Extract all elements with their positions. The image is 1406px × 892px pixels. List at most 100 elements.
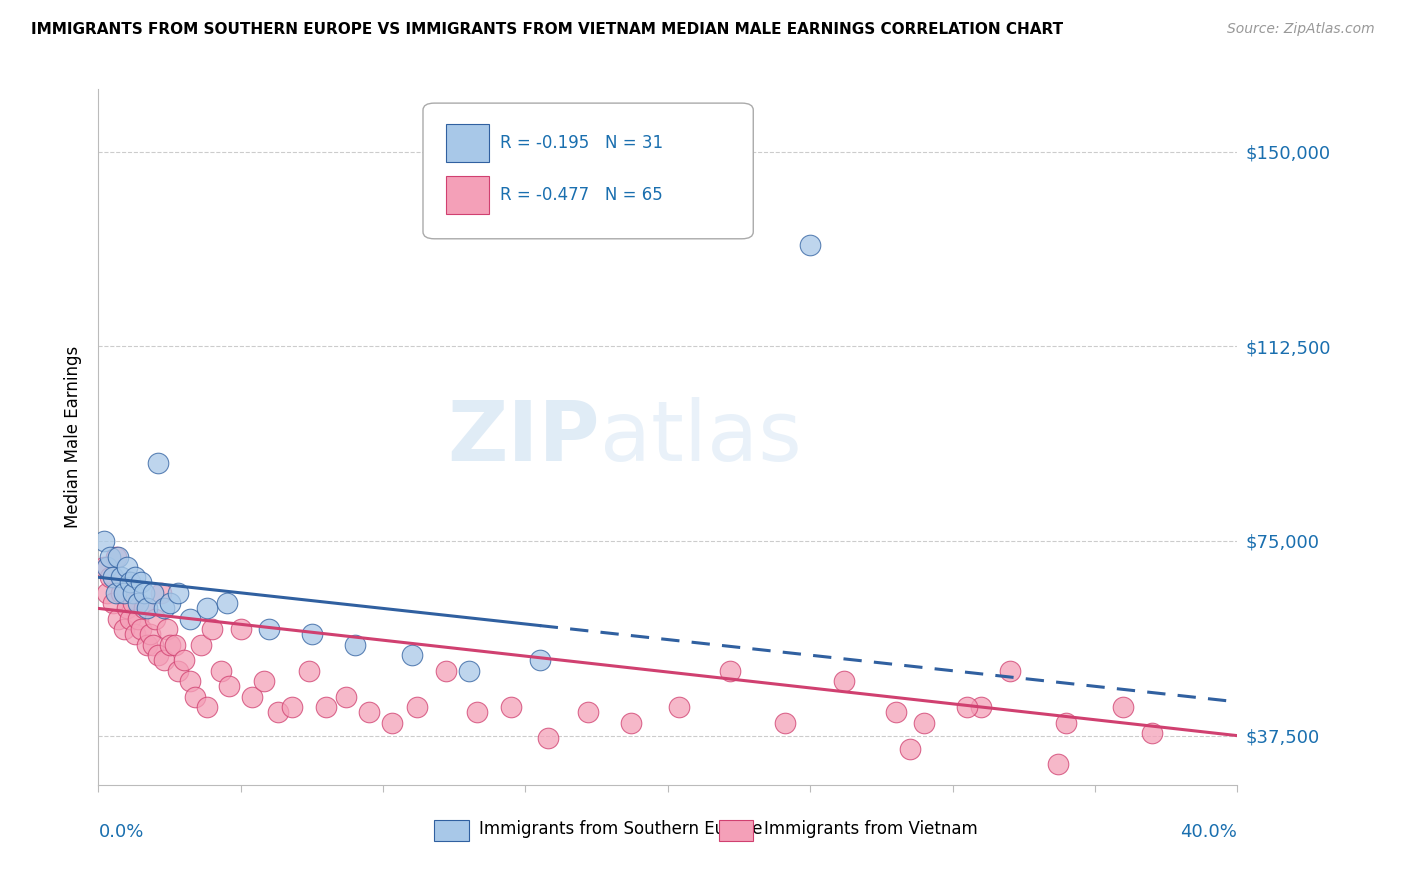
Point: [115, 560, 138, 574]
Point: [173, 653, 195, 667]
Point: [96, 560, 118, 574]
Point: [138, 627, 160, 641]
Point: [107, 612, 129, 626]
FancyBboxPatch shape: [446, 124, 489, 162]
Text: atlas: atlas: [599, 397, 801, 477]
Point: [127, 596, 149, 610]
Point: [135, 638, 157, 652]
Point: [335, 690, 357, 704]
Text: R = -0.477   N = 65: R = -0.477 N = 65: [501, 186, 664, 204]
Point: [529, 653, 551, 667]
Text: R = -0.195   N = 31: R = -0.195 N = 31: [501, 134, 664, 152]
Point: [156, 622, 179, 636]
Point: [457, 664, 479, 678]
Point: [167, 664, 190, 678]
Point: [112, 586, 135, 600]
FancyBboxPatch shape: [718, 820, 754, 840]
Point: [201, 622, 224, 636]
Text: Immigrants from Vietnam: Immigrants from Vietnam: [763, 821, 977, 838]
FancyBboxPatch shape: [423, 103, 754, 239]
Point: [229, 622, 252, 636]
Text: ZIP: ZIP: [447, 397, 599, 477]
Point: [343, 638, 366, 652]
Text: 40.0%: 40.0%: [1181, 823, 1237, 841]
Point: [184, 690, 207, 704]
Point: [1112, 700, 1135, 714]
Point: [153, 653, 176, 667]
Point: [141, 586, 163, 600]
Point: [118, 575, 141, 590]
Point: [121, 596, 143, 610]
Text: Source: ZipAtlas.com: Source: ZipAtlas.com: [1227, 22, 1375, 37]
Point: [970, 700, 993, 714]
Point: [799, 238, 821, 252]
Point: [148, 648, 170, 662]
Point: [104, 586, 127, 600]
Point: [101, 596, 124, 610]
Point: [101, 570, 124, 584]
Point: [112, 622, 135, 636]
Point: [98, 570, 121, 584]
Point: [195, 700, 218, 714]
Point: [898, 741, 921, 756]
Point: [215, 596, 238, 610]
Point: [179, 612, 201, 626]
Point: [315, 700, 337, 714]
Point: [167, 586, 190, 600]
Point: [434, 664, 457, 678]
Point: [115, 601, 138, 615]
Point: [159, 638, 181, 652]
Point: [148, 456, 170, 470]
Point: [537, 731, 560, 746]
Point: [132, 601, 155, 615]
Point: [834, 674, 856, 689]
Point: [259, 622, 281, 636]
Point: [179, 674, 201, 689]
Text: 0.0%: 0.0%: [98, 823, 143, 841]
FancyBboxPatch shape: [434, 820, 468, 840]
FancyBboxPatch shape: [446, 177, 489, 214]
Point: [141, 638, 163, 652]
Point: [190, 638, 212, 652]
Point: [381, 715, 404, 730]
Point: [98, 549, 121, 564]
Point: [124, 627, 146, 641]
Point: [145, 612, 167, 626]
Point: [998, 664, 1021, 678]
Point: [93, 560, 115, 574]
Point: [165, 638, 187, 652]
Point: [401, 648, 423, 662]
Point: [1056, 715, 1078, 730]
Point: [107, 549, 129, 564]
Point: [956, 700, 979, 714]
Point: [720, 664, 742, 678]
Point: [884, 706, 907, 720]
Point: [195, 601, 218, 615]
Point: [159, 596, 181, 610]
Point: [501, 700, 523, 714]
Point: [129, 622, 152, 636]
Point: [252, 674, 274, 689]
Point: [153, 601, 176, 615]
Point: [124, 570, 146, 584]
Point: [127, 612, 149, 626]
Point: [96, 586, 118, 600]
Text: Immigrants from Southern Europe: Immigrants from Southern Europe: [479, 821, 762, 838]
Point: [209, 664, 232, 678]
Point: [110, 586, 132, 600]
Point: [406, 700, 429, 714]
Point: [357, 706, 380, 720]
Point: [240, 690, 263, 704]
Point: [465, 706, 488, 720]
Point: [121, 586, 143, 600]
Point: [104, 549, 127, 564]
Point: [218, 679, 240, 693]
Point: [135, 601, 157, 615]
Text: IMMIGRANTS FROM SOUTHERN EUROPE VS IMMIGRANTS FROM VIETNAM MEDIAN MALE EARNINGS : IMMIGRANTS FROM SOUTHERN EUROPE VS IMMIG…: [31, 22, 1063, 37]
Point: [1046, 757, 1069, 772]
Point: [281, 700, 304, 714]
Point: [129, 575, 152, 590]
Point: [132, 586, 155, 600]
Point: [93, 533, 115, 548]
Point: [118, 612, 141, 626]
